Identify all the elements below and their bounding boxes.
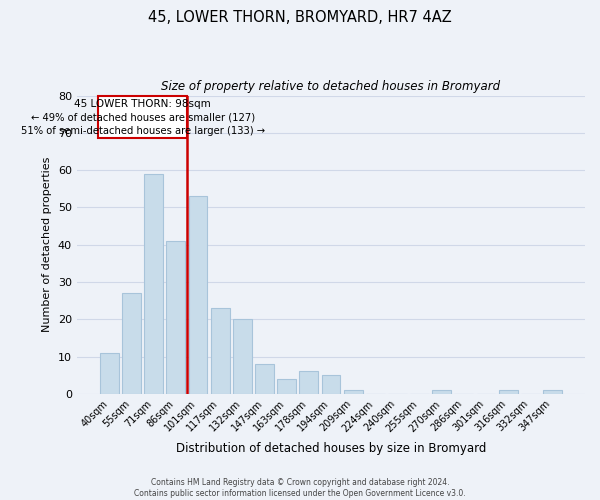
Bar bbox=[122, 293, 141, 394]
Title: Size of property relative to detached houses in Bromyard: Size of property relative to detached ho… bbox=[161, 80, 500, 93]
Bar bbox=[211, 308, 230, 394]
Text: 45 LOWER THORN: 98sqm: 45 LOWER THORN: 98sqm bbox=[74, 99, 211, 109]
Text: ← 49% of detached houses are smaller (127): ← 49% of detached houses are smaller (12… bbox=[31, 112, 255, 122]
Bar bbox=[322, 375, 340, 394]
Bar bbox=[277, 379, 296, 394]
Bar bbox=[255, 364, 274, 394]
Bar bbox=[499, 390, 518, 394]
Bar bbox=[543, 390, 562, 394]
Text: 51% of semi-detached houses are larger (133) →: 51% of semi-detached houses are larger (… bbox=[20, 126, 265, 136]
Y-axis label: Number of detached properties: Number of detached properties bbox=[43, 157, 52, 332]
Bar bbox=[98, 96, 187, 138]
X-axis label: Distribution of detached houses by size in Bromyard: Distribution of detached houses by size … bbox=[176, 442, 486, 455]
Bar bbox=[166, 241, 185, 394]
Bar bbox=[299, 372, 318, 394]
Bar bbox=[100, 353, 119, 394]
Bar bbox=[145, 174, 163, 394]
Text: 45, LOWER THORN, BROMYARD, HR7 4AZ: 45, LOWER THORN, BROMYARD, HR7 4AZ bbox=[148, 10, 452, 25]
Text: Contains HM Land Registry data © Crown copyright and database right 2024.
Contai: Contains HM Land Registry data © Crown c… bbox=[134, 478, 466, 498]
Bar bbox=[233, 319, 252, 394]
Bar bbox=[344, 390, 362, 394]
Bar bbox=[433, 390, 451, 394]
Bar bbox=[188, 196, 208, 394]
